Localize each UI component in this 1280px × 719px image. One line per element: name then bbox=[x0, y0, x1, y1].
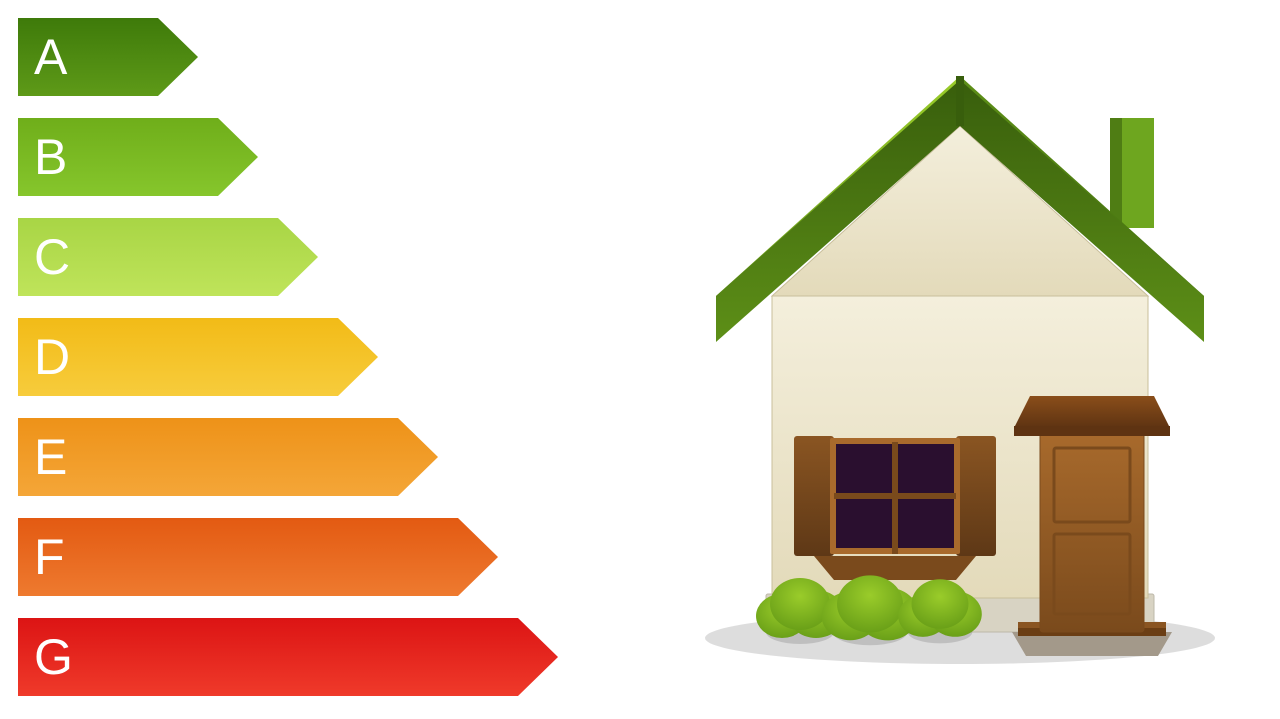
house-svg bbox=[680, 40, 1240, 680]
rating-band-f: F bbox=[18, 518, 498, 596]
energy-rating-chart: ABCDEFG bbox=[18, 18, 558, 718]
rating-label-c: C bbox=[18, 232, 70, 282]
rating-label-f: F bbox=[18, 532, 65, 582]
rating-band-g: G bbox=[18, 618, 558, 696]
rating-band-d: D bbox=[18, 318, 378, 396]
rating-label-e: E bbox=[18, 432, 67, 482]
rating-label-d: D bbox=[18, 332, 70, 382]
rating-band-b: B bbox=[18, 118, 258, 196]
rating-label-g: G bbox=[18, 632, 73, 682]
house-illustration bbox=[680, 40, 1240, 680]
rating-label-a: A bbox=[18, 32, 67, 82]
rating-band-c: C bbox=[18, 218, 318, 296]
rating-band-e: E bbox=[18, 418, 438, 496]
rating-label-b: B bbox=[18, 132, 67, 182]
rating-band-a: A bbox=[18, 18, 198, 96]
